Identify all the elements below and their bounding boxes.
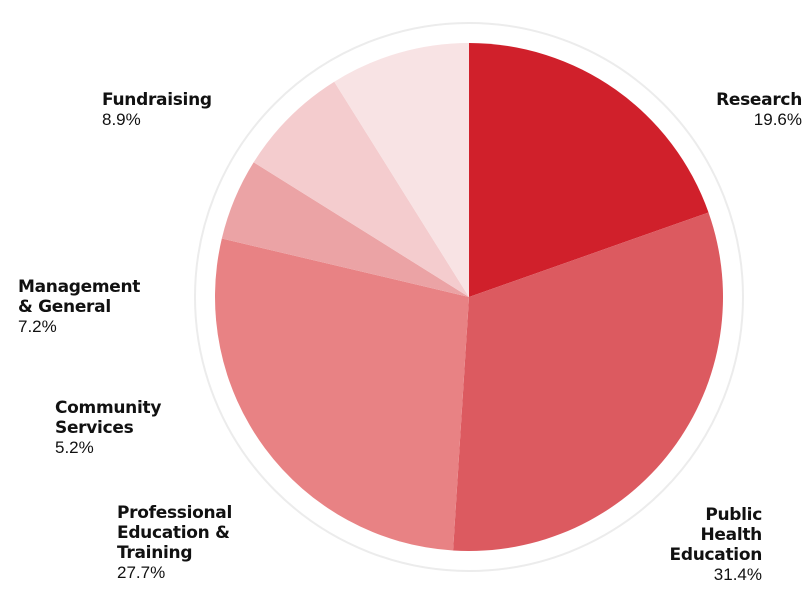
label-public-health-education: Public Health Education 31.4% [669, 505, 763, 585]
label-community-services-value: 5.2% [55, 438, 94, 457]
label-professional-education-training-value: 27.7% [117, 563, 166, 582]
label-fundraising: Fundraising 8.9% [102, 90, 212, 130]
label-professional-education-training-name: Professional Education & Training [117, 503, 232, 563]
label-community-services: Community Services 5.2% [55, 398, 161, 458]
slice-management-general [253, 81, 469, 297]
label-management-general-name: Management & General [18, 277, 141, 317]
label-fundraising-value: 8.9% [102, 110, 141, 129]
label-community-services-name: Community Services [55, 398, 162, 438]
pie-slices [214, 43, 723, 551]
label-research-value: 19.6% [753, 110, 802, 129]
label-professional-education-training: Professional Education & Training 27.7% [117, 503, 232, 583]
label-public-health-education-value: 31.4% [713, 565, 762, 584]
label-public-health-education-name: Public Health Education [669, 505, 763, 565]
slice-fundraising [334, 43, 469, 297]
slice-research [469, 43, 709, 297]
slice-public-health-education [453, 212, 723, 551]
label-management-general-value: 7.2% [18, 317, 57, 336]
slice-professional-education-training [214, 238, 469, 551]
label-research: Research 19.6% [716, 90, 802, 130]
slice-community-services [221, 162, 469, 297]
label-research-name: Research [716, 90, 802, 110]
label-fundraising-name: Fundraising [102, 90, 212, 110]
label-management-general: Management & General 7.2% [18, 277, 140, 337]
